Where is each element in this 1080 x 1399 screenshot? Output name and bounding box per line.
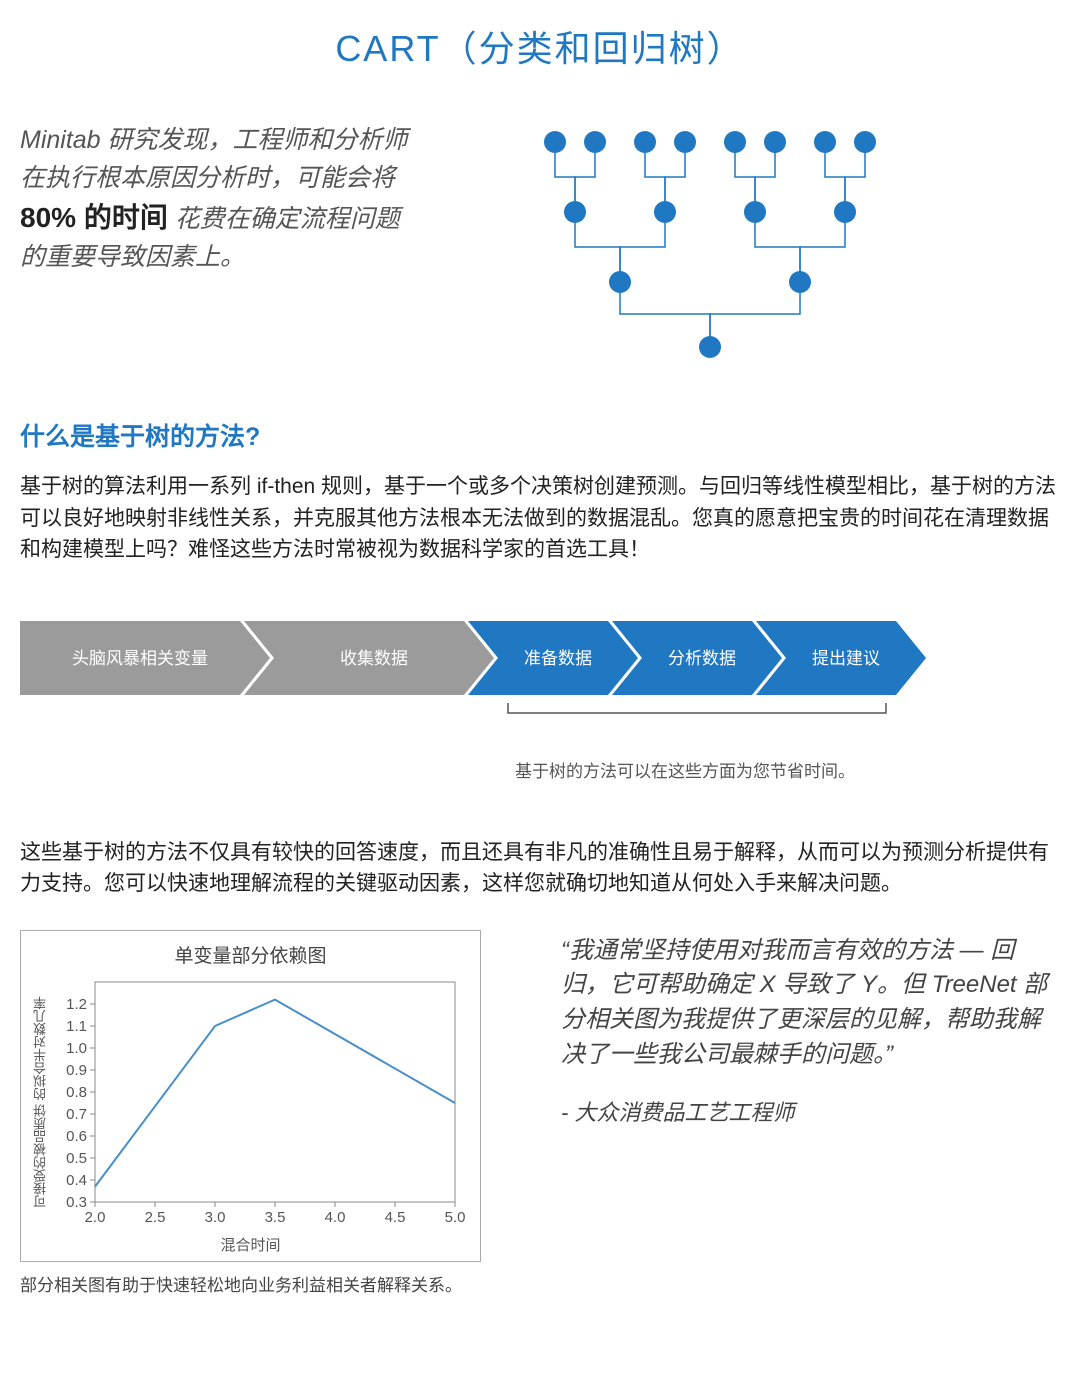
svg-text:收集数据: 收集数据 <box>340 649 408 668</box>
arrows-caption: 基于树的方法可以在这些方面为您节省时间。 <box>480 757 890 782</box>
tree-diagram <box>460 122 1060 377</box>
svg-text:提出建议: 提出建议 <box>812 649 880 668</box>
svg-text:0.9: 0.9 <box>66 1062 87 1079</box>
svg-text:1.1: 1.1 <box>66 1018 87 1035</box>
intro-pre: Minitab 研究发现，工程师和分析师在执行根本原因分析时，可能会将 <box>20 126 408 192</box>
quote-column: “我通常坚持使用对我而言有效的方法 — 回归，它可帮助确定 X 导致了 Y。但 … <box>541 930 1060 1127</box>
chart-xlabel: 混合时间 <box>31 1234 470 1255</box>
svg-text:分析数据: 分析数据 <box>668 649 736 668</box>
chart-column: 单变量部分依赖图 可接受的被品质饼 的拟合半对数几率 0.30.40.50.60… <box>20 930 481 1298</box>
svg-text:4.5: 4.5 <box>385 1209 406 1226</box>
svg-text:0.6: 0.6 <box>66 1128 87 1145</box>
chart-ylabel: 可接受的被品质饼 的拟合半对数几率 <box>31 972 50 1232</box>
bottom-row: 单变量部分依赖图 可接受的被品质饼 的拟合半对数几率 0.30.40.50.60… <box>20 930 1060 1298</box>
svg-text:3.0: 3.0 <box>205 1209 226 1226</box>
section1-body: 基于树的算法利用一系列 if-then 规则，基于一个或多个决策树创建预测。与回… <box>20 471 1060 566</box>
svg-text:0.8: 0.8 <box>66 1084 87 1101</box>
process-arrows: 头脑风暴相关变量 收集数据 准备数据 分析数据 提出建议 基于树的方法可以在这些方面为您… <box>20 621 1060 782</box>
section-heading-tree-methods: 什么是基于树的方法? <box>20 417 1060 453</box>
intro-emph: 80% 的时间 <box>20 202 168 233</box>
svg-text:0.4: 0.4 <box>66 1172 87 1189</box>
svg-text:1.2: 1.2 <box>66 996 87 1013</box>
svg-text:2.5: 2.5 <box>145 1209 166 1226</box>
section2-body: 这些基于树的方法不仅具有较快的回答速度，而且还具有非凡的准确性且易于解释，从而可… <box>20 837 1060 900</box>
svg-text:1.0: 1.0 <box>66 1040 87 1057</box>
quote-attribution: - 大众消费品工艺工程师 <box>541 1095 1060 1127</box>
quote-text: “我通常坚持使用对我而言有效的方法 — 回归，它可帮助确定 X 导致了 Y。但 … <box>541 934 1060 1073</box>
svg-text:2.0: 2.0 <box>85 1209 106 1226</box>
page-title: CART（分类和回归树） <box>20 20 1060 72</box>
svg-text:头脑风暴相关变量: 头脑风暴相关变量 <box>72 649 208 668</box>
chart-caption: 部分相关图有助于快速轻松地向业务利益相关者解释关系。 <box>20 1274 481 1298</box>
svg-text:0.7: 0.7 <box>66 1106 87 1123</box>
chart-title: 单变量部分依赖图 <box>31 941 470 968</box>
svg-text:3.5: 3.5 <box>265 1209 286 1226</box>
svg-text:5.0: 5.0 <box>445 1209 466 1226</box>
chart-box: 单变量部分依赖图 可接受的被品质饼 的拟合半对数几率 0.30.40.50.60… <box>20 930 481 1262</box>
intro-text: Minitab 研究发现，工程师和分析师在执行根本原因分析时，可能会将 80% … <box>20 122 420 377</box>
svg-text:4.0: 4.0 <box>325 1209 346 1226</box>
intro-row: Minitab 研究发现，工程师和分析师在执行根本原因分析时，可能会将 80% … <box>20 122 1060 377</box>
svg-text:0.5: 0.5 <box>66 1150 87 1167</box>
svg-text:准备数据: 准备数据 <box>524 649 592 668</box>
